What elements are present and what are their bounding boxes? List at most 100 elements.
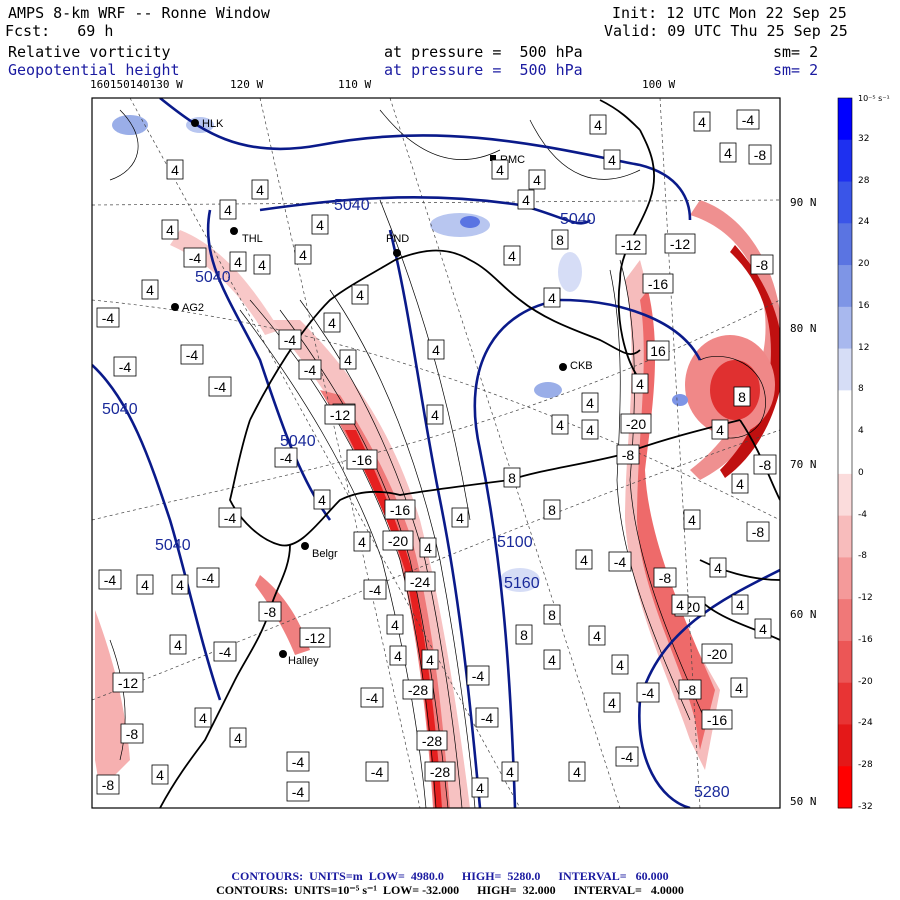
vorticity-label: -4 — [213, 641, 237, 662]
valid-time: Valid: 09 UTC Thu 25 Sep 25 — [604, 22, 848, 40]
svg-text:8: 8 — [738, 389, 746, 405]
height-label: 5040 — [560, 211, 596, 228]
vorticity-label: -4 — [98, 569, 122, 590]
svg-text:-4: -4 — [472, 668, 485, 684]
colorbar-unit: 10⁻⁵ s⁻¹ — [858, 94, 890, 103]
svg-text:4: 4 — [224, 202, 232, 218]
vorticity-label: 4 — [611, 654, 629, 675]
colorbar-swatch — [838, 306, 852, 350]
vorticity-label: 4 — [551, 414, 569, 435]
svg-text:4: 4 — [344, 352, 352, 368]
vorticity-label: -12 — [664, 233, 696, 254]
colorbar-swatch — [838, 599, 852, 642]
svg-text:-4: -4 — [614, 554, 627, 570]
svg-text:4: 4 — [299, 247, 307, 263]
lat-label: 80 N — [790, 322, 817, 335]
svg-text:-8: -8 — [126, 726, 139, 742]
svg-text:-4: -4 — [224, 510, 237, 526]
vorticity-label: -4 — [180, 344, 204, 365]
vorticity-label: -4 — [636, 682, 660, 703]
svg-text:4: 4 — [234, 730, 242, 746]
svg-text:-4: -4 — [292, 784, 305, 800]
svg-text:-20: -20 — [626, 416, 646, 432]
svg-text:4: 4 — [506, 764, 514, 780]
vorticity-label: 4 — [581, 392, 599, 413]
vorticity-label: 4 — [229, 727, 247, 748]
vorticity-label: 4 — [589, 114, 607, 135]
colorbar-swatch — [838, 348, 852, 391]
vorticity-label: 4 — [581, 419, 599, 440]
station-label: AG2 — [182, 302, 204, 314]
field1-sm: sm= 2 — [773, 43, 819, 61]
svg-text:-8: -8 — [102, 777, 115, 793]
svg-text:4: 4 — [556, 417, 564, 433]
svg-text:-4: -4 — [481, 710, 494, 726]
colorbar — [837, 97, 853, 809]
svg-text:4: 4 — [688, 512, 696, 528]
svg-text:-8: -8 — [752, 524, 765, 540]
vorticity-label: 4 — [351, 284, 369, 305]
height-label: 5160 — [504, 575, 540, 592]
vorticity-label: 4 — [528, 169, 546, 190]
colorbar-tick-label: -32 — [858, 802, 873, 812]
vorticity-label: 4 — [568, 761, 586, 782]
vorticity-label: 4 — [169, 634, 187, 655]
geopotential-contours — [92, 98, 780, 808]
svg-text:-8: -8 — [622, 447, 635, 463]
svg-text:-4: -4 — [621, 749, 634, 765]
vorticity-label: 4 — [229, 251, 247, 272]
height-labels: 5040 5040 5040 5040 5040 5040 5100 5160 … — [102, 197, 730, 801]
lon-label: 100 W — [642, 78, 676, 91]
svg-text:8: 8 — [548, 502, 556, 518]
vorticity-label: -4 — [360, 687, 384, 708]
svg-text:-28: -28 — [422, 733, 442, 749]
vorticity-label: -28 — [424, 761, 456, 782]
vorticity-label: 4 — [543, 649, 561, 670]
svg-text:-12: -12 — [330, 407, 350, 423]
height-label: 5100 — [497, 534, 533, 551]
colorbar-tick-label: -8 — [858, 551, 867, 562]
height-label: 5280 — [694, 784, 730, 801]
colorbar-tick-label: -28 — [858, 760, 873, 771]
svg-text:4: 4 — [616, 657, 624, 673]
svg-text:4: 4 — [608, 152, 616, 168]
svg-text:-4: -4 — [219, 644, 232, 660]
colorbar-swatch — [838, 682, 852, 725]
forecast-hour: Fcst: 69 h — [5, 22, 114, 40]
vorticity-label: -4 — [196, 567, 220, 588]
vorticity-label: -16 — [642, 273, 674, 294]
station-label: HLK — [202, 118, 224, 130]
svg-text:8: 8 — [520, 627, 528, 643]
vorticity-label: 8 — [515, 624, 533, 645]
vorticity-label: 4 — [427, 339, 445, 360]
station-dot — [230, 227, 238, 235]
vorticity-label: 8 — [543, 499, 561, 520]
colorbar-swatch — [838, 139, 852, 183]
vorticity-label: 4 — [711, 419, 729, 440]
vorticity-label: 4 — [219, 199, 237, 220]
svg-text:-4: -4 — [214, 379, 227, 395]
svg-text:4: 4 — [586, 395, 594, 411]
colorbar-swatch — [838, 390, 852, 433]
svg-text:-28: -28 — [408, 682, 428, 698]
colorbar-swatch — [838, 557, 852, 600]
colorbar-swatch — [838, 181, 852, 224]
vorticity-label: -4 — [278, 329, 302, 350]
vorticity-label: 4 — [389, 645, 407, 666]
svg-text:-28: -28 — [430, 764, 450, 780]
svg-text:-12: -12 — [305, 630, 325, 646]
vorticity-label: 4 — [386, 614, 404, 635]
svg-text:-20: -20 — [388, 533, 408, 549]
vorticity-label: -8 — [746, 521, 770, 542]
vorticity-label: 4 — [141, 279, 159, 300]
vorticity-label: 4 — [671, 594, 689, 615]
svg-text:-4: -4 — [104, 572, 117, 588]
vorticity-label: -28 — [416, 730, 448, 751]
vorticity-label: 4 — [471, 777, 489, 798]
colorbar-tick-label: 16 — [858, 300, 870, 311]
vorticity-label: 4 — [683, 509, 701, 530]
svg-text:-4: -4 — [304, 362, 317, 378]
vorticity-labels: 44444-44444-4-444-4-4-4-4444-8-4-16-124-… — [96, 109, 777, 802]
vorticity-label: 4 — [575, 549, 593, 570]
svg-text:4: 4 — [698, 114, 706, 130]
